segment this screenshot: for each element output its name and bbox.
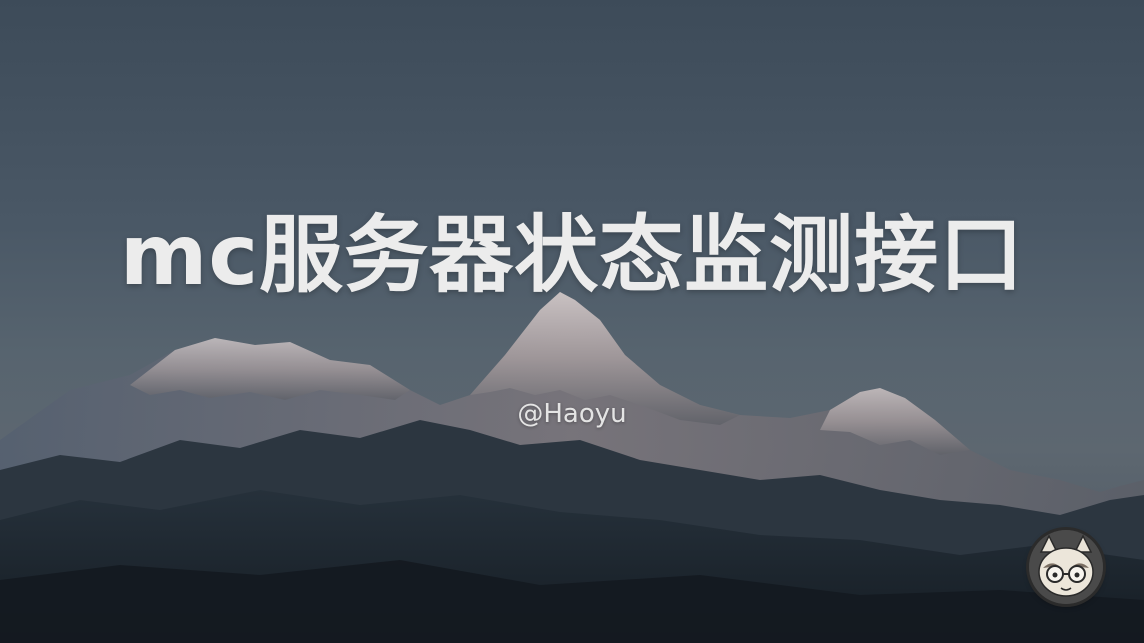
author-label: @Haoyu bbox=[517, 399, 627, 429]
avatar[interactable] bbox=[1029, 530, 1103, 604]
cat-avatar-icon bbox=[1029, 530, 1103, 604]
page-title: mc服务器状态监测接口 bbox=[119, 206, 1025, 304]
